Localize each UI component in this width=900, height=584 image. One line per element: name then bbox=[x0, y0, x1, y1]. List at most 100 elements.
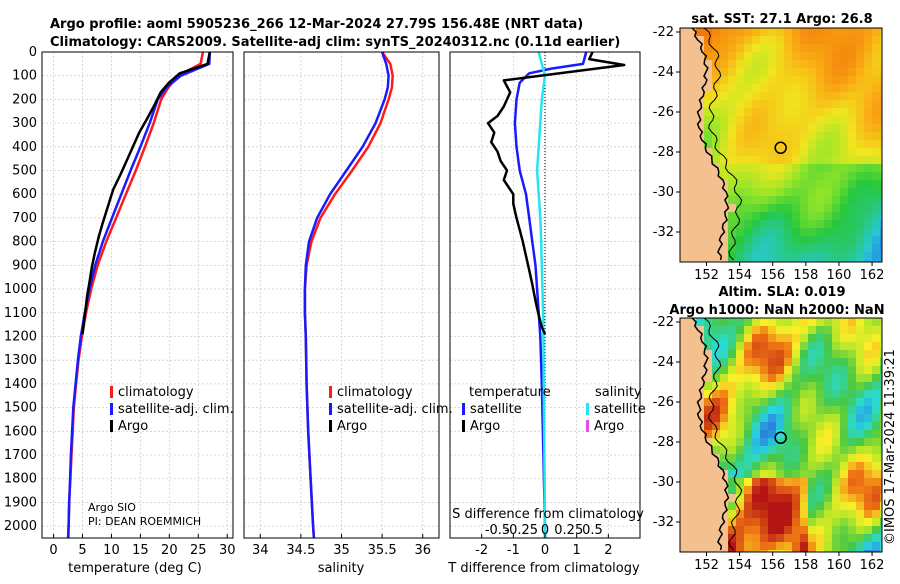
sea-cell bbox=[728, 454, 736, 462]
sea-cell bbox=[856, 374, 864, 382]
sst-map-title: sat. SST: 27.1 Argo: 26.8 bbox=[691, 12, 872, 27]
lat-tick-label: -26 bbox=[653, 395, 674, 410]
sea-cell bbox=[816, 252, 824, 260]
sea-cell bbox=[776, 116, 784, 124]
land-cell bbox=[680, 526, 688, 534]
sea-cell bbox=[768, 52, 776, 60]
series-line-satellite-adj-clim- bbox=[67, 51, 212, 539]
sea-cell bbox=[728, 430, 736, 438]
sea-cell bbox=[800, 132, 808, 140]
sea-cell bbox=[872, 422, 880, 430]
sea-cell bbox=[744, 366, 752, 374]
sea-cell bbox=[848, 76, 856, 84]
sea-cell bbox=[744, 350, 752, 358]
sea-cell bbox=[752, 518, 760, 526]
sea-cell bbox=[752, 172, 760, 180]
sea-cell bbox=[816, 470, 824, 478]
land-cell bbox=[680, 60, 688, 68]
difference-panel: -2 -1 0 1 2-0.5-0.25 0 0.250.5 bbox=[449, 51, 641, 558]
sea-cell bbox=[840, 526, 848, 534]
land-cell bbox=[688, 260, 696, 262]
sea-cell bbox=[728, 414, 736, 422]
sea-cell bbox=[808, 510, 816, 518]
sea-cell bbox=[880, 510, 882, 518]
sea-cell bbox=[744, 358, 752, 366]
sea-cell bbox=[784, 100, 792, 108]
sea-cell bbox=[792, 358, 800, 366]
sea-cell bbox=[776, 390, 784, 398]
sea-cell bbox=[768, 470, 776, 478]
land-cell bbox=[680, 220, 688, 228]
sea-cell bbox=[760, 36, 768, 44]
sea-cell bbox=[784, 414, 792, 422]
sea-cell bbox=[856, 486, 864, 494]
sea-cell bbox=[712, 334, 720, 342]
argo-sio-annotation: Argo SIO bbox=[88, 501, 136, 514]
land-cell bbox=[688, 446, 696, 454]
sea-cell bbox=[728, 406, 736, 414]
sea-cell bbox=[784, 534, 792, 542]
sea-cell bbox=[704, 124, 712, 132]
sea-cell bbox=[840, 430, 848, 438]
land-cell bbox=[680, 454, 688, 462]
sea-cell bbox=[840, 228, 848, 236]
sea-cell bbox=[768, 76, 776, 84]
sea-cell bbox=[776, 510, 784, 518]
sea-cell bbox=[728, 358, 736, 366]
sea-cell bbox=[784, 446, 792, 454]
sea-cell bbox=[728, 124, 736, 132]
sea-cell bbox=[704, 140, 712, 148]
land-cell bbox=[720, 204, 728, 212]
sea-cell bbox=[736, 534, 744, 542]
sea-cell bbox=[752, 100, 760, 108]
x-tick-label: 10 bbox=[103, 543, 120, 558]
land-cell bbox=[704, 510, 712, 518]
sea-cell bbox=[816, 462, 824, 470]
sea-cell bbox=[704, 116, 712, 124]
shelf-contour bbox=[703, 27, 743, 261]
sea-cell bbox=[728, 44, 736, 52]
sea-cell bbox=[848, 550, 856, 552]
sea-cell bbox=[792, 148, 800, 156]
sea-cell bbox=[840, 414, 848, 422]
sea-cell bbox=[856, 462, 864, 470]
sea-cell bbox=[784, 334, 792, 342]
land-cell bbox=[704, 350, 712, 358]
sea-cell bbox=[840, 438, 848, 446]
land-cell bbox=[720, 502, 728, 510]
sea-cell bbox=[784, 36, 792, 44]
sea-cell bbox=[792, 252, 800, 260]
sea-cell bbox=[792, 196, 800, 204]
sea-cell bbox=[784, 76, 792, 84]
sea-cell bbox=[752, 52, 760, 60]
sea-cell bbox=[872, 542, 880, 550]
sea-cell bbox=[832, 68, 840, 76]
sea-cell bbox=[720, 124, 728, 132]
land-cell bbox=[704, 494, 712, 502]
sea-cell bbox=[832, 550, 840, 552]
sea-cell bbox=[824, 478, 832, 486]
sea-cell bbox=[736, 188, 744, 196]
sea-cell bbox=[776, 68, 784, 76]
sea-cell bbox=[880, 526, 882, 534]
land-cell bbox=[720, 534, 728, 542]
sea-cell bbox=[848, 422, 856, 430]
land-cell bbox=[680, 28, 688, 36]
sea-cell bbox=[864, 236, 872, 244]
sea-cell bbox=[864, 132, 872, 140]
sea-cell bbox=[824, 196, 832, 204]
sea-cell bbox=[784, 454, 792, 462]
sea-cell bbox=[832, 422, 840, 430]
sea-cell bbox=[736, 350, 744, 358]
sea-cell bbox=[768, 374, 776, 382]
sea-cell bbox=[736, 326, 744, 334]
sea-cell bbox=[808, 228, 816, 236]
sea-cell bbox=[744, 84, 752, 92]
sea-cell bbox=[792, 478, 800, 486]
sea-cell bbox=[784, 406, 792, 414]
sea-cell bbox=[832, 382, 840, 390]
sea-cell bbox=[720, 414, 728, 422]
land-cell bbox=[696, 358, 704, 366]
sea-cell bbox=[736, 374, 744, 382]
sea-cell bbox=[800, 486, 808, 494]
